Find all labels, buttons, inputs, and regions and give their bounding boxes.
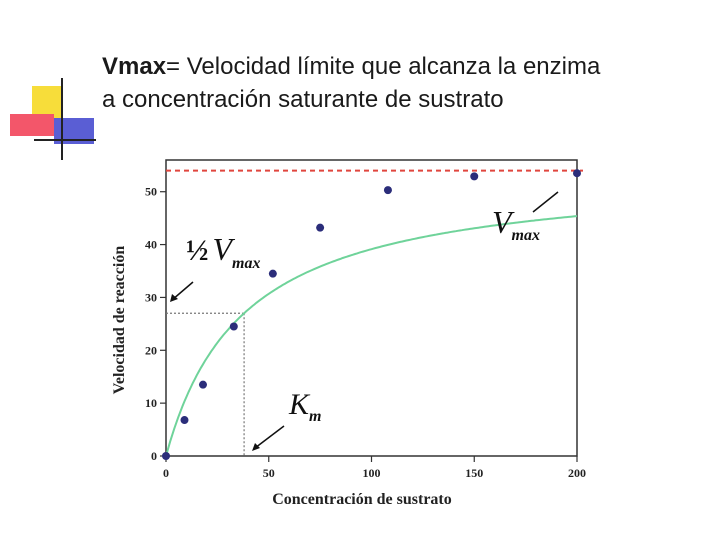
y-tick-label: 10 (145, 396, 157, 410)
y-tick-label: 0 (151, 449, 157, 463)
x-tick-label: 50 (263, 466, 275, 480)
data-point (180, 416, 189, 425)
data-point (268, 269, 277, 278)
x-tick-label: 150 (465, 466, 483, 480)
data-point (198, 380, 207, 389)
x-axis-title: Concentración de sustrato (272, 491, 452, 508)
plot-frame (165, 159, 578, 457)
vmax-sub: max (512, 227, 540, 244)
half-vmax-half: ½ (186, 234, 209, 267)
x-tick-label: 100 (363, 466, 381, 480)
km-arrow (254, 425, 285, 449)
km-label: Km (288, 388, 321, 425)
data-point (573, 169, 581, 178)
data-point (229, 322, 238, 331)
data-point (316, 223, 325, 232)
half-vmax-sub: max (232, 255, 260, 272)
half-vmax-arrowhead (170, 294, 178, 302)
km-sub: m (309, 408, 321, 425)
slide-title: Vmax= Velocidad límite que alcanza la en… (102, 50, 702, 116)
x-tick-label: 200 (568, 466, 586, 480)
vmax-label: Vmax (492, 204, 540, 244)
x-tick-label: 0 (163, 466, 169, 480)
y-tick-label: 20 (145, 343, 157, 357)
title-definition: = Velocidad límite que alcanza la enzima (166, 53, 601, 80)
title-line-2: a concentración saturante de sustrato (102, 86, 504, 113)
vmax-arrow (532, 191, 559, 213)
y-axis-title: Velocidad de reacción (111, 246, 128, 395)
title-term: Vmax (102, 53, 167, 80)
km-main: K (288, 388, 311, 421)
slide-decoration-icon (10, 78, 96, 160)
half-vmax-label: ½ Vmax (186, 231, 261, 272)
data-point (162, 452, 170, 460)
data-point (470, 172, 479, 181)
y-tick-label: 50 (145, 185, 157, 199)
data-point (383, 186, 392, 195)
y-tick-label: 30 (145, 290, 157, 304)
vmax-main: V (492, 204, 515, 240)
km-arrowhead (252, 443, 260, 451)
y-tick-label: 40 (145, 238, 157, 252)
half-vmax-v: V (213, 231, 236, 267)
